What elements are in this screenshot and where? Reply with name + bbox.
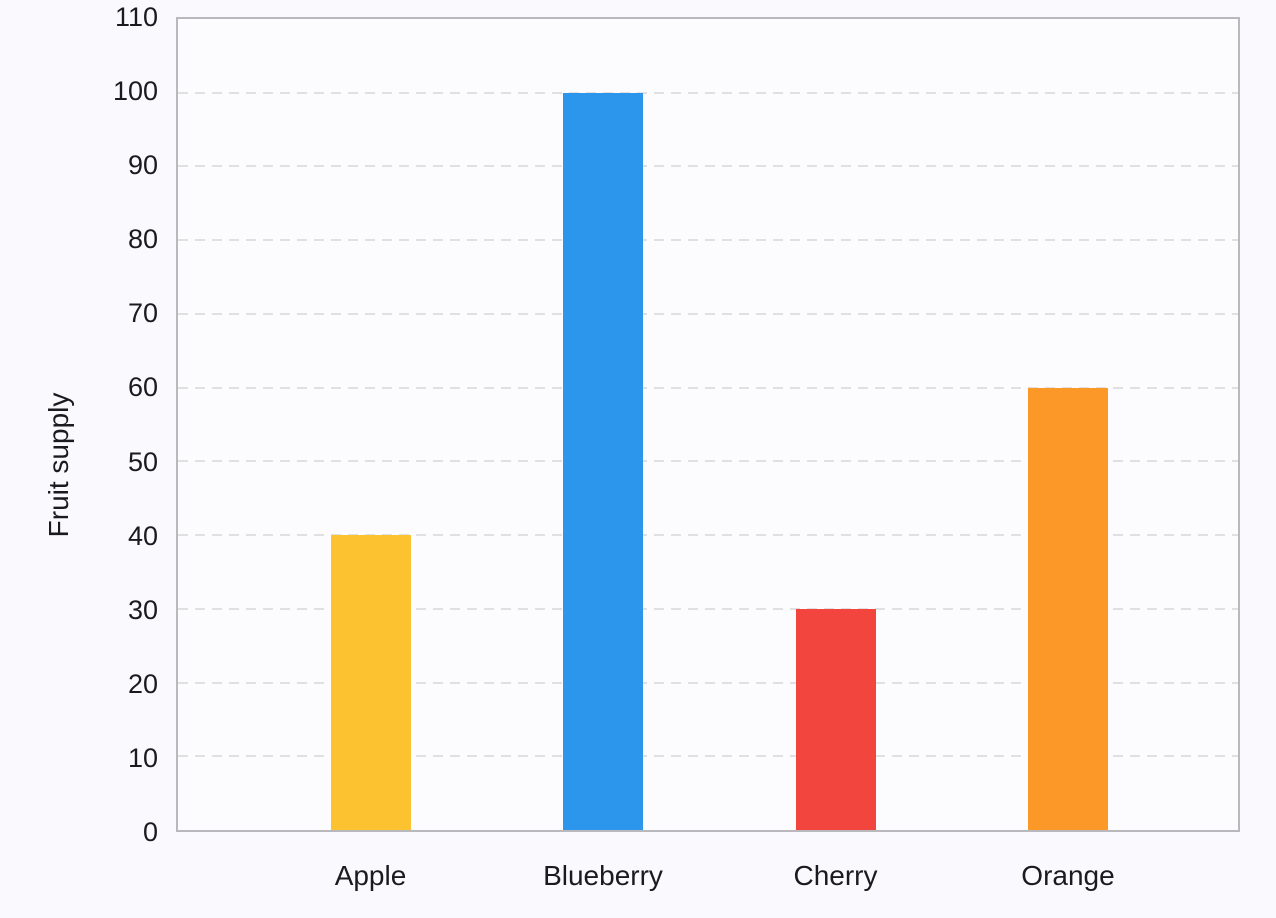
gridline: [178, 681, 1238, 684]
bar-blueberry: [563, 93, 643, 830]
x-category-label-orange: Orange: [1021, 860, 1115, 892]
gridline: [178, 239, 1238, 242]
y-tick-label: 40: [127, 520, 158, 551]
bar-orange: [1028, 388, 1108, 830]
gridline: [178, 312, 1238, 315]
x-category-label-blueberry: Blueberry: [543, 860, 663, 892]
gridline: [178, 534, 1238, 537]
y-tick-label: 110: [114, 1, 158, 32]
gridline: [178, 755, 1238, 758]
plot-area: [176, 17, 1240, 832]
gridline: [178, 91, 1238, 94]
bar-cherry: [795, 609, 876, 830]
y-tick-label: 80: [127, 224, 158, 255]
y-tick-label: 10: [127, 742, 158, 773]
y-tick-label: 100: [112, 75, 158, 106]
y-tick-label: 20: [127, 668, 158, 699]
y-tick-label: 90: [127, 149, 158, 180]
y-tick-label: 70: [127, 298, 158, 329]
gridline: [178, 386, 1238, 389]
bar-apple: [330, 535, 411, 830]
x-category-label-apple: Apple: [334, 860, 407, 892]
y-tick-label: 30: [127, 594, 158, 625]
y-tick-label: 0: [142, 816, 158, 847]
x-category-label-cherry: Cherry: [793, 860, 878, 892]
gridline: [178, 460, 1238, 463]
y-tick-label: 60: [127, 372, 158, 403]
y-tick-label: 50: [127, 446, 158, 477]
gridline: [178, 165, 1238, 168]
gridline: [178, 607, 1238, 610]
